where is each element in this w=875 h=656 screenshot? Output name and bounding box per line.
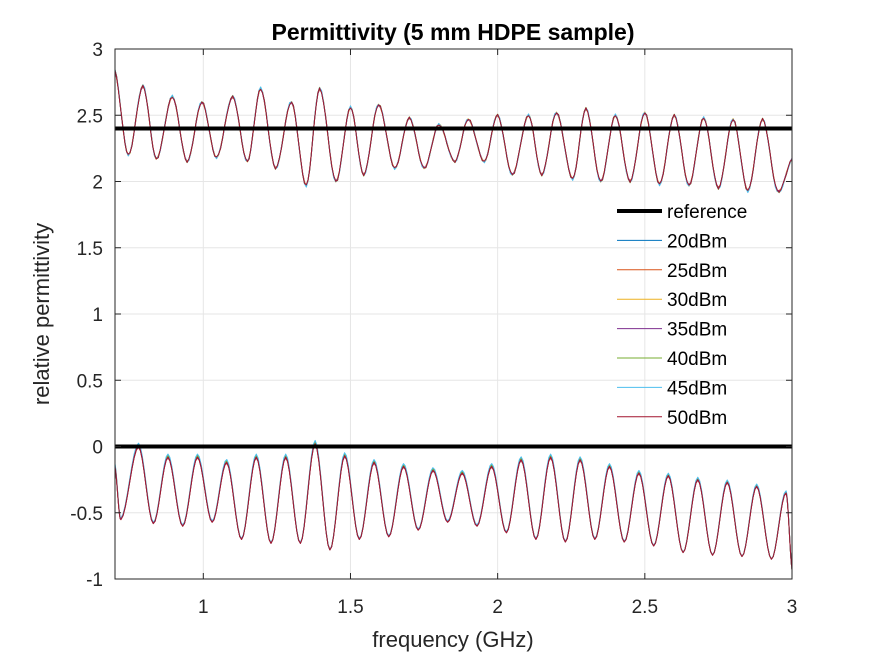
- legend-item: 45dBm: [617, 378, 727, 399]
- legend-label: 50dBm: [667, 408, 727, 429]
- legend-label: reference: [667, 202, 747, 223]
- legend: reference 20dBm 25dBm 30dBm 35dBm 40dBm 45dBm 5…: [617, 202, 747, 429]
- legend-item: 30dBm: [617, 290, 727, 311]
- plot-area: [114, 48, 793, 580]
- y-axis-label: relative permittivity: [29, 223, 54, 405]
- legend-label: 40dBm: [667, 349, 727, 370]
- x-tick-labels: 1 1.5 2 2.5 3: [198, 597, 797, 618]
- y-tick-label: 0: [92, 438, 103, 459]
- legend-item: reference: [617, 202, 747, 223]
- x-tick-label: 2: [492, 597, 503, 618]
- x-tick-label: 1.5: [337, 597, 363, 618]
- chart-title: Permittivity (5 mm HDPE sample): [271, 19, 634, 45]
- y-tick-label: 3: [92, 40, 103, 61]
- series-layer: [114, 69, 793, 570]
- x-tick-label: 1: [198, 597, 209, 618]
- y-tick-label: 1.5: [77, 239, 103, 260]
- legend-label: 25dBm: [667, 261, 727, 282]
- legend-item: 25dBm: [617, 261, 727, 282]
- series-line-imag-50dBm: [114, 443, 793, 570]
- x-tick-label: 3: [787, 597, 798, 618]
- x-tick-label: 2.5: [632, 597, 658, 618]
- y-tick-labels: -1 -0.5 0 0.5 1 1.5 2 2.5 3: [70, 40, 103, 591]
- y-tick-label: 2.5: [77, 106, 103, 127]
- legend-item: 20dBm: [617, 231, 727, 252]
- series-line-real-50dBm: [114, 70, 793, 193]
- y-tick-label: 0.5: [77, 371, 103, 392]
- legend-item: 40dBm: [617, 349, 727, 370]
- x-axis-label: frequency (GHz): [372, 627, 533, 652]
- y-tick-label: 2: [92, 173, 103, 194]
- legend-item: 50dBm: [617, 408, 727, 429]
- legend-label: 35dBm: [667, 320, 727, 341]
- legend-item: 35dBm: [617, 320, 727, 341]
- legend-label: 45dBm: [667, 378, 727, 399]
- y-tick-label: 1: [92, 305, 103, 326]
- y-tick-label: -0.5: [70, 504, 103, 525]
- series-50dBm: [114, 70, 793, 570]
- legend-label: 20dBm: [667, 231, 727, 252]
- y-tick-label: -1: [86, 570, 103, 591]
- tick-marks: [115, 48, 793, 580]
- reference-layer: [115, 126, 792, 449]
- legend-label: 30dBm: [667, 290, 727, 311]
